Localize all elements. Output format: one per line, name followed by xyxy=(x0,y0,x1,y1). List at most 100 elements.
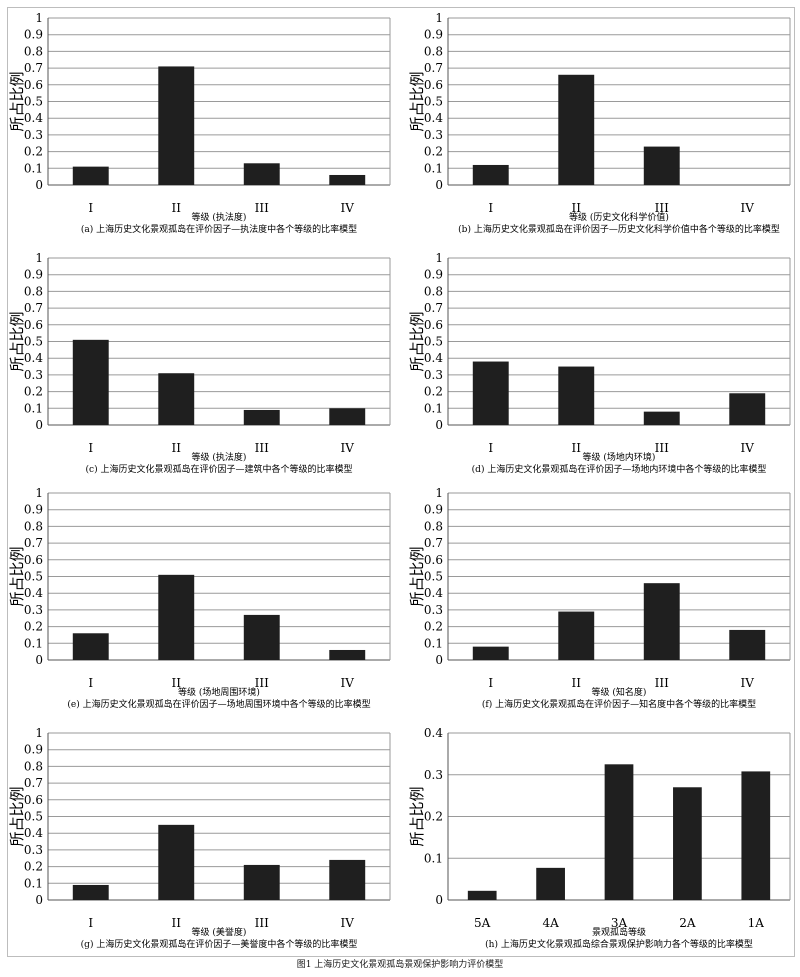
bar-III xyxy=(243,614,280,660)
bar-II xyxy=(558,366,595,425)
y-tick-label: 0.3 xyxy=(424,368,443,382)
x-axis-title: 等级 (场地周围环境) xyxy=(178,686,260,698)
bar-II xyxy=(158,66,195,185)
x-axis-title: 等级 (美誉度) xyxy=(192,926,247,938)
y-tick-label: 0.1 xyxy=(424,161,443,175)
y-tick-label: 0.6 xyxy=(424,318,443,332)
y-tick-label: 0.8 xyxy=(424,519,443,533)
bar-III xyxy=(243,163,280,185)
panel-caption: (b) 上海历史文化景观孤岛在评价因子—历史文化科学价值中各个等级的比率模型 xyxy=(458,223,780,235)
bar-I xyxy=(72,633,109,660)
x-tick-label: III xyxy=(255,441,269,455)
bar-IV xyxy=(729,393,766,425)
bar-I xyxy=(72,884,109,900)
y-tick-label: 0.1 xyxy=(424,636,443,650)
y-tick-label: 0.1 xyxy=(24,401,43,415)
y-tick-label: 0.4 xyxy=(24,111,43,125)
y-axis-title: 所占比例 xyxy=(8,311,26,371)
bar-II xyxy=(558,611,595,660)
chart-panel-b: 00.10.20.30.40.50.60.70.80.91I II III IV所占比… xyxy=(408,11,791,235)
bar-IV xyxy=(329,649,366,660)
y-tick-label: 0.8 xyxy=(424,44,443,58)
y-tick-label: 0.3 xyxy=(24,603,43,617)
x-tick-label: II xyxy=(172,916,182,930)
x-axis-title: 景观孤岛等级 xyxy=(592,926,646,938)
y-axis-title: 所占比例 xyxy=(408,71,426,131)
y-tick-label: 1 xyxy=(35,726,43,740)
y-tick-label: 0.5 xyxy=(24,95,43,109)
y-tick-label: 0.9 xyxy=(24,743,43,757)
x-tick-label: 4A xyxy=(542,916,559,930)
x-tick-label: IV xyxy=(741,441,755,455)
y-tick-label: 0.5 xyxy=(24,335,43,349)
panel-caption: (d) 上海历史文化景观孤岛在评价因子—场地内环境中各个等级的比率模型 xyxy=(472,463,767,475)
x-tick-label: II xyxy=(172,441,182,455)
y-tick-label: 0.7 xyxy=(424,301,443,315)
chart-panel-e: 00.10.20.30.40.50.60.70.80.91I II III IV所占比… xyxy=(8,486,391,710)
y-tick-label: 0.2 xyxy=(424,810,443,824)
y-tick-label: 0.2 xyxy=(424,385,443,399)
panel-caption: (f) 上海历史文化景观孤岛在评价因子—知名度中各个等级的比率模型 xyxy=(482,698,756,710)
bar-I xyxy=(472,646,509,660)
y-tick-label: 0.4 xyxy=(424,586,443,600)
y-tick-label: 0 xyxy=(435,178,443,192)
panel-caption: (g) 上海历史文化景观孤岛在评价因子—美誉度中各个等级的比率模型 xyxy=(81,938,358,950)
y-tick-label: 0.4 xyxy=(424,111,443,125)
x-tick-label: III xyxy=(255,201,269,215)
y-tick-label: 0.6 xyxy=(424,553,443,567)
x-tick-label: II xyxy=(572,201,582,215)
bar-3A xyxy=(604,764,634,900)
x-tick-label: I xyxy=(88,441,93,455)
y-tick-label: 0.3 xyxy=(24,843,43,857)
x-tick-label: 1A xyxy=(748,916,765,930)
y-tick-label: 0.5 xyxy=(24,810,43,824)
x-tick-label: IV xyxy=(741,676,755,690)
bar-4A xyxy=(536,867,565,900)
figure-caption: 图1 上海历史文化景观孤岛景观保护影响力评价模型 xyxy=(296,960,504,970)
y-tick-label: 0.1 xyxy=(24,636,43,650)
chart-panel-f: 00.10.20.30.40.50.60.70.80.91I II III IV所占比… xyxy=(408,486,791,710)
y-axis-title: 所占比例 xyxy=(8,546,26,606)
bar-IV xyxy=(329,859,366,900)
y-tick-label: 0.2 xyxy=(424,620,443,634)
x-tick-label: II xyxy=(572,676,582,690)
y-tick-label: 0.3 xyxy=(24,128,43,142)
x-axis-title: 等级 (知名度) xyxy=(592,686,647,698)
x-tick-label: III xyxy=(255,916,269,930)
y-tick-label: 0.1 xyxy=(424,851,443,865)
chart-panel-a: 00.10.20.30.40.50.60.70.80.91I II III IV所占比… xyxy=(8,11,391,235)
y-tick-label: 1 xyxy=(35,11,43,25)
x-axis-title: 等级 (历史文化科学价值) xyxy=(569,211,669,223)
y-tick-label: 0.2 xyxy=(24,860,43,874)
bar-IV xyxy=(329,174,366,185)
y-tick-label: 0.8 xyxy=(24,519,43,533)
bar-II xyxy=(158,824,195,900)
x-tick-label: I xyxy=(88,201,93,215)
bar-I xyxy=(72,339,109,425)
y-tick-label: 0.3 xyxy=(424,128,443,142)
x-tick-label: III xyxy=(655,201,669,215)
y-tick-label: 0.8 xyxy=(24,284,43,298)
y-tick-label: 1 xyxy=(435,251,443,265)
bar-I xyxy=(472,164,509,185)
y-tick-label: 0.3 xyxy=(24,368,43,382)
y-tick-label: 0.8 xyxy=(24,759,43,773)
y-tick-label: 0.7 xyxy=(24,301,43,315)
y-tick-label: 0.9 xyxy=(24,503,43,517)
bar-IV xyxy=(729,629,766,660)
y-tick-label: 0.4 xyxy=(24,586,43,600)
x-tick-label: I xyxy=(88,676,93,690)
y-tick-label: 0.7 xyxy=(24,776,43,790)
y-tick-label: 0 xyxy=(435,418,443,432)
y-tick-label: 0.7 xyxy=(24,536,43,550)
y-tick-label: 1 xyxy=(35,251,43,265)
panel-caption: (h) 上海历史文化景观孤岛综合景观保护影响力各个等级的比率模型 xyxy=(485,938,753,950)
x-tick-label: 2A xyxy=(679,916,696,930)
y-tick-label: 0.4 xyxy=(424,351,443,365)
x-tick-label: III xyxy=(655,676,669,690)
x-axis-title: 等级 (场地内环境) xyxy=(583,451,656,463)
y-tick-label: 0.1 xyxy=(24,876,43,890)
y-tick-label: 0.2 xyxy=(24,385,43,399)
x-tick-label: IV xyxy=(341,201,355,215)
